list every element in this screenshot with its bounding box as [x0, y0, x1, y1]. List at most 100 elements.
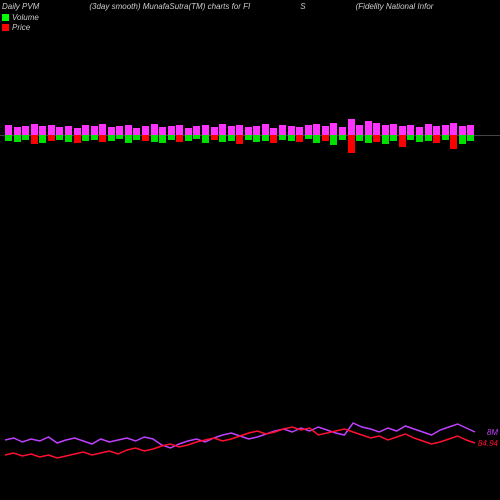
bar-up [31, 124, 38, 135]
legend-swatch-volume [2, 14, 9, 21]
pvm-chart: Daily PVM (3day smooth) MunafaSutra(TM) … [0, 0, 500, 500]
bar-down [467, 135, 474, 141]
bar-up [322, 126, 329, 135]
bar-cell [91, 110, 98, 160]
bar-up [185, 128, 192, 135]
bar-cell [82, 110, 89, 160]
bar-down [313, 135, 320, 143]
bar-down [356, 135, 363, 141]
bar-cell [348, 110, 355, 160]
bar-down [48, 135, 55, 141]
bar-up [288, 126, 295, 135]
bar-cell [356, 110, 363, 160]
bar-up [65, 126, 72, 135]
bar-cell [219, 110, 226, 160]
volume-end-label: 8M [487, 428, 498, 437]
bar-cell [425, 110, 432, 160]
bar-up [159, 127, 166, 135]
bar-cell [313, 110, 320, 160]
bar-cell [108, 110, 115, 160]
bar-cell [382, 110, 389, 160]
bar-down [56, 135, 63, 140]
bar-cell [330, 110, 337, 160]
bar-up [168, 126, 175, 135]
bar-up [56, 127, 63, 135]
chart-header: Daily PVM (3day smooth) MunafaSutra(TM) … [2, 2, 498, 32]
bar-down [228, 135, 235, 141]
bar-down [193, 135, 200, 139]
bar-cell [253, 110, 260, 160]
bar-cell [211, 110, 218, 160]
bar-cell [56, 110, 63, 160]
bar-down [108, 135, 115, 141]
bar-down [348, 135, 355, 153]
bar-cell [296, 110, 303, 160]
legend-label-volume: Volume [12, 13, 39, 23]
bar-cell [339, 110, 346, 160]
bar-up [91, 126, 98, 135]
legend-swatch-price [2, 24, 9, 31]
bar-down [159, 135, 166, 143]
bar-up [74, 128, 81, 135]
bar-up [211, 127, 218, 135]
bar-down [373, 135, 380, 142]
bar-up [313, 124, 320, 135]
bar-down [219, 135, 226, 142]
bar-down [151, 135, 158, 142]
bar-down [365, 135, 372, 143]
bar-down [5, 135, 12, 141]
bar-down [416, 135, 423, 142]
bar-down [407, 135, 414, 140]
bar-up [5, 125, 12, 135]
bar-down [65, 135, 72, 142]
bar-cell [288, 110, 295, 160]
bar-up [330, 123, 337, 135]
bar-down [125, 135, 132, 143]
bar-up [108, 127, 115, 135]
bar-up [399, 126, 406, 135]
bar-up [116, 126, 123, 135]
bar-up [433, 126, 440, 135]
bar-down [236, 135, 243, 144]
title-s: S [300, 2, 305, 11]
bar-down [14, 135, 21, 142]
bar-cell [442, 110, 449, 160]
bar-cell [390, 110, 397, 160]
bar-up [133, 128, 140, 135]
bar-up [99, 124, 106, 135]
bar-cell [322, 110, 329, 160]
bar-up [253, 126, 260, 135]
bar-down [211, 135, 218, 140]
bar-up [450, 123, 457, 135]
bar-down [322, 135, 329, 141]
bar-up [407, 125, 414, 135]
bar-down [133, 135, 140, 140]
title-left: Daily PVM [2, 2, 39, 11]
bar-up [382, 125, 389, 135]
bar-down [91, 135, 98, 140]
legend: Volume Price [2, 13, 498, 32]
bar-down [459, 135, 466, 144]
bar-down [425, 135, 432, 141]
bar-cell [168, 110, 175, 160]
bar-up [416, 127, 423, 135]
bar-down [390, 135, 397, 141]
legend-label-price: Price [12, 23, 30, 33]
bar-up [270, 128, 277, 135]
bar-up [356, 125, 363, 135]
price-end-label: 84.94 [478, 439, 498, 448]
bar-down [279, 135, 286, 140]
bar-down [253, 135, 260, 142]
bar-cell [236, 110, 243, 160]
legend-item-price: Price [2, 23, 498, 33]
legend-item-volume: Volume [2, 13, 498, 23]
bar-down [116, 135, 123, 139]
bar-up [142, 126, 149, 135]
bar-down [245, 135, 252, 140]
bar-cell [133, 110, 140, 160]
bars-panel [0, 110, 475, 160]
bar-up [279, 125, 286, 135]
bar-cell [116, 110, 123, 160]
bar-cell [39, 110, 46, 160]
bar-up [425, 124, 432, 135]
